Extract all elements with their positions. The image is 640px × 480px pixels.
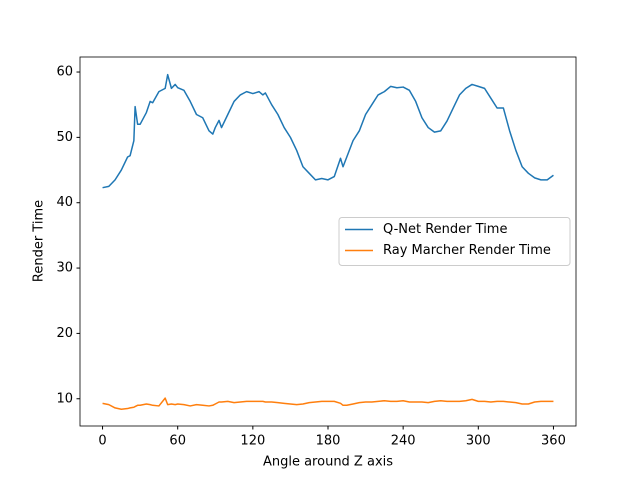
line-series xyxy=(102,397,554,410)
y-axis-label: Render Time xyxy=(32,200,47,282)
x-axis-label: Angle around Z axis xyxy=(263,455,393,470)
legend-label: Ray Marcher Render Time xyxy=(383,243,551,258)
y-tick-label: 10 xyxy=(56,391,73,406)
y-tick-label: 20 xyxy=(56,326,73,341)
x-tick-label: 60 xyxy=(169,434,186,449)
legend-label: Q-Net Render Time xyxy=(383,222,507,237)
plot-frame xyxy=(79,56,577,427)
x-tick-label: 180 xyxy=(316,434,341,449)
x-tick-label: 120 xyxy=(240,434,265,449)
x-tick-label: 360 xyxy=(541,434,566,449)
y-tick-label: 30 xyxy=(56,261,73,276)
y-tick-label: 40 xyxy=(56,195,73,210)
x-tick-label: 0 xyxy=(98,434,106,449)
line-series xyxy=(102,73,554,189)
x-tick-label: 300 xyxy=(466,434,491,449)
legend-box xyxy=(338,217,571,266)
y-tick-label: 60 xyxy=(56,65,73,80)
y-tick-label: 50 xyxy=(56,130,73,145)
x-tick-label: 240 xyxy=(391,434,416,449)
